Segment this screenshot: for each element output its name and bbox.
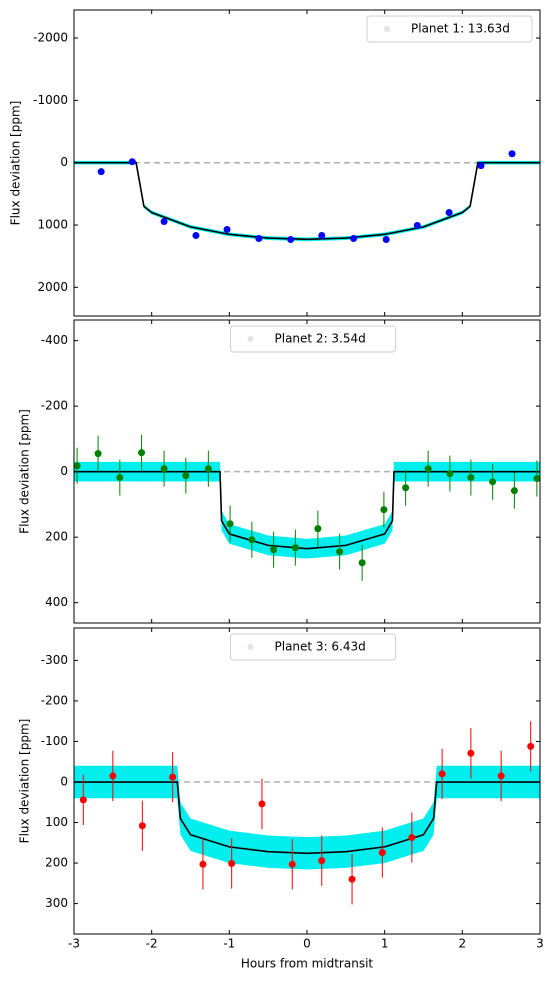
y-axis-label: Flux deviation [ppm] (18, 719, 32, 844)
axes-frame (73, 319, 541, 624)
y-tick-label: 0 (60, 155, 68, 169)
data-point (109, 772, 117, 780)
data-point (248, 536, 256, 544)
data-point (445, 209, 453, 217)
y-tick-label: 1000 (37, 218, 68, 232)
data-point (350, 234, 358, 242)
legend-box (366, 15, 533, 43)
data-point (97, 168, 105, 176)
y-tick-label: 100 (45, 815, 68, 829)
data-point (128, 158, 136, 166)
data-point (258, 800, 266, 808)
legend-box (230, 633, 396, 661)
data-point (533, 475, 541, 483)
data-point (527, 742, 535, 750)
data-point (226, 520, 234, 528)
data-point (182, 472, 190, 480)
axes-frame (73, 627, 541, 935)
data-point (408, 834, 416, 842)
x-tick-label: -3 (68, 937, 80, 951)
y-tick-label: -200 (41, 399, 68, 413)
model-band (74, 765, 540, 870)
y-tick-label: -400 (41, 333, 68, 347)
legend-marker (247, 336, 254, 342)
y-tick-label: -200 (41, 693, 68, 707)
data-point (497, 772, 505, 780)
data-point (288, 860, 296, 868)
data-point (160, 465, 168, 473)
y-tick-label: 300 (45, 896, 68, 910)
data-point (138, 449, 146, 457)
data-point (79, 796, 87, 804)
model-line (74, 470, 540, 550)
data-point (160, 218, 168, 226)
data-point (223, 225, 231, 233)
x-tick-label: -2 (146, 937, 158, 951)
y-tick-label: -2000 (33, 31, 68, 45)
y-tick-label: 200 (45, 856, 68, 870)
y-axis-label: Flux deviation [ppm] (9, 101, 23, 226)
y-tick-label: -1000 (33, 93, 68, 107)
data-point (477, 162, 485, 170)
legend-marker (384, 26, 390, 32)
legend-label: Planet 3: 6.43d (275, 640, 366, 654)
data-point (318, 231, 326, 239)
data-point (169, 773, 177, 781)
x-tick-label: 2 (459, 937, 467, 951)
y-axis-label: Flux deviation [ppm] (18, 409, 32, 534)
data-point (438, 770, 446, 778)
data-point (358, 559, 366, 567)
data-point (291, 544, 299, 552)
data-point (510, 487, 518, 495)
data-point (402, 484, 410, 492)
data-point (73, 462, 81, 470)
x-tick-label: 3 (536, 937, 544, 951)
data-point (348, 875, 356, 883)
data-point (192, 231, 200, 239)
data-point (378, 849, 386, 857)
model-line (74, 161, 540, 241)
axes-frame (73, 9, 541, 317)
data-point (336, 548, 344, 556)
data-point (116, 474, 124, 482)
data-point (94, 450, 102, 458)
data-point (314, 525, 322, 533)
data-point (424, 465, 432, 473)
y-tick-label: 2000 (37, 280, 68, 294)
data-point (508, 150, 516, 158)
data-point (413, 222, 421, 230)
y-tick-label: -300 (41, 653, 68, 667)
data-point (489, 478, 497, 486)
y-tick-label: -100 (41, 734, 68, 748)
y-tick-label: 0 (60, 775, 68, 789)
data-point (467, 474, 475, 482)
x-tick-label: 1 (381, 937, 389, 951)
data-point (138, 822, 146, 830)
data-point (255, 234, 263, 242)
x-axis-label: Hours from midtransit (241, 957, 374, 971)
data-point (382, 235, 390, 243)
y-tick-label: 200 (45, 530, 68, 544)
legend-label: Planet 2: 3.54d (275, 332, 366, 346)
x-tick-label: -1 (223, 937, 235, 951)
legend-label: Planet 1: 13.63d (411, 22, 510, 36)
data-point (446, 470, 454, 478)
data-point (380, 506, 388, 514)
model-line (74, 781, 540, 855)
data-point (270, 546, 278, 554)
legend-marker (247, 644, 254, 650)
data-point (287, 235, 295, 243)
x-tick-label: 0 (303, 937, 311, 951)
data-point (204, 465, 212, 473)
data-point (318, 857, 326, 865)
y-tick-label: 400 (45, 595, 68, 609)
data-point (467, 749, 475, 757)
y-tick-label: 0 (60, 464, 68, 478)
legend-box (230, 325, 396, 353)
data-point (199, 860, 207, 868)
data-point (228, 859, 236, 867)
